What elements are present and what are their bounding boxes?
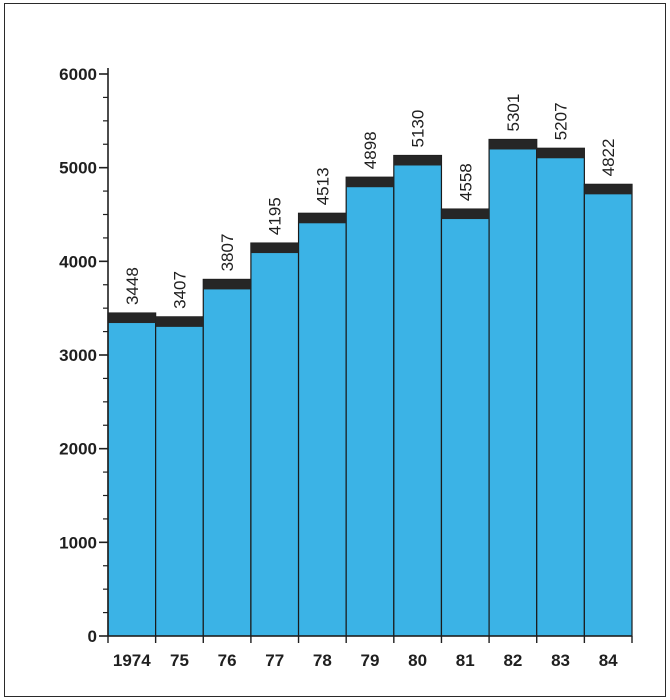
bar-75: [155, 316, 204, 637]
bar-cap-82: [489, 139, 537, 150]
bar-82: [488, 138, 538, 637]
y-tick-label-2000: 2000: [59, 440, 97, 459]
data-label-77: 4195: [266, 197, 285, 235]
bar-cap-81: [441, 209, 490, 220]
bar-78: [297, 212, 347, 637]
data-label-80: 5130: [409, 110, 428, 148]
bar-cap-83: [536, 148, 585, 159]
bar-77: [250, 242, 300, 637]
data-label-82: 5301: [504, 94, 523, 132]
x-tick-label-79: 79: [361, 651, 380, 670]
x-tick-label-84: 84: [599, 651, 618, 670]
bar-84: [583, 183, 633, 637]
bar-81: [440, 208, 490, 637]
y-tick-label-0: 0: [88, 627, 97, 646]
data-label-83: 5207: [552, 102, 571, 140]
y-tick-label-1000: 1000: [59, 533, 97, 552]
bar-cap-80: [393, 155, 442, 166]
bar-caps-group: [108, 139, 632, 327]
x-tick-label-75: 75: [170, 651, 189, 670]
x-tick-label-76: 76: [218, 651, 237, 670]
x-ticks-group: 1974 75 76 77 78 79 80 81 82 83 84: [107, 636, 633, 670]
bar-cap-75: [155, 316, 204, 327]
bar-cap-84: [584, 184, 632, 195]
x-tick-label-1974: 1974: [113, 651, 151, 670]
bar-cap-79: [346, 177, 394, 188]
data-label-75: 3407: [170, 271, 189, 309]
y-tick-label-6000: 6000: [59, 65, 97, 84]
bar-cap-77: [250, 243, 299, 254]
data-label-81: 4558: [456, 163, 475, 201]
data-label-79: 4898: [361, 131, 380, 169]
data-label-1974: 3448: [123, 267, 142, 305]
bar-83: [536, 147, 585, 637]
x-tick-label-78: 78: [313, 651, 332, 670]
bar-76: [202, 278, 252, 637]
bar-cap-76: [203, 279, 251, 290]
data-label-84: 4822: [599, 139, 618, 177]
x-tick-label-81: 81: [456, 651, 475, 670]
bar-cap-78: [298, 213, 347, 224]
bar-79: [345, 176, 395, 637]
bar-1974: [107, 312, 157, 637]
data-label-78: 4513: [313, 167, 332, 205]
y-ticks-group: 0 1000 2000 3000 4000 5000 6000: [59, 65, 108, 646]
bar-cap-1974: [108, 313, 156, 324]
y-tick-label-4000: 4000: [59, 252, 97, 271]
x-tick-label-77: 77: [265, 651, 284, 670]
x-tick-label-82: 82: [503, 651, 522, 670]
y-tick-label-3000: 3000: [59, 346, 97, 365]
axes-group: [107, 68, 632, 637]
data-labels-group: 3448 3407 3807 4195 4513 4898 5130 4558 5301 5207…: [123, 94, 618, 309]
y-tick-label-5000: 5000: [59, 159, 97, 178]
x-tick-label-83: 83: [551, 651, 570, 670]
data-label-76: 3807: [218, 234, 237, 272]
bars-group: [107, 138, 633, 637]
x-tick-label-80: 80: [408, 651, 427, 670]
bar-80: [393, 154, 443, 637]
